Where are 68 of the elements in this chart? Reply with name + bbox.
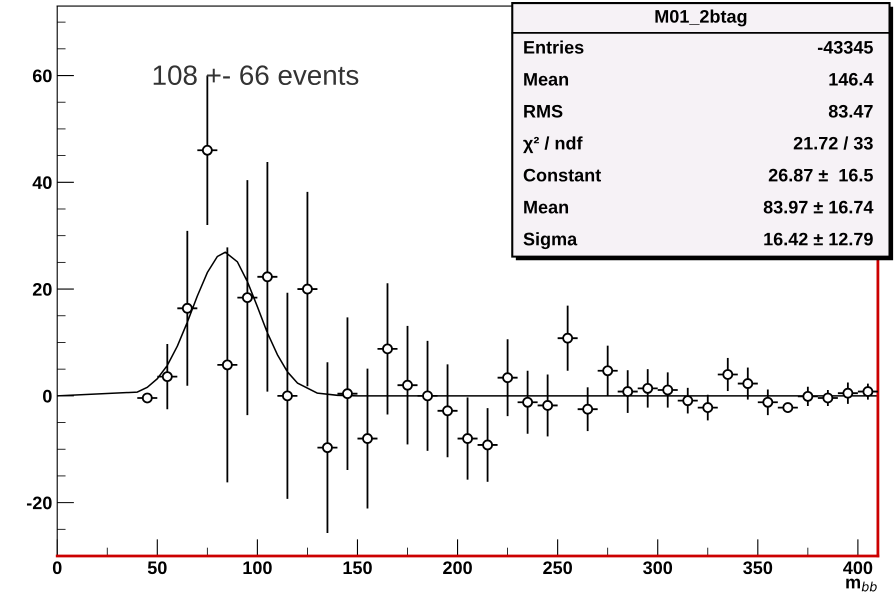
annotation: 108 +- 66 events bbox=[154, 65, 358, 86]
y-tick-label: 40 bbox=[32, 176, 52, 190]
annotation: Constant bbox=[524, 168, 602, 182]
point bbox=[762, 396, 774, 408]
point bbox=[342, 388, 353, 400]
annotation: -43345 bbox=[818, 40, 873, 54]
annotation: Entries bbox=[524, 40, 584, 54]
point bbox=[842, 388, 854, 399]
point bbox=[782, 402, 794, 413]
x-tick-label: 250 bbox=[543, 561, 572, 574]
point bbox=[422, 390, 433, 402]
x-tick-label: 100 bbox=[243, 561, 272, 574]
point bbox=[442, 405, 453, 416]
point bbox=[242, 292, 253, 304]
point bbox=[682, 395, 694, 406]
annotation: χ² / ndf bbox=[523, 136, 583, 154]
point bbox=[222, 359, 233, 370]
point bbox=[862, 386, 874, 397]
x-tick-label: 0 bbox=[52, 561, 62, 574]
point bbox=[322, 442, 333, 454]
point bbox=[742, 378, 754, 389]
annotation: 83.97 ± 16.74 bbox=[764, 200, 874, 214]
y-tick-label: -20 bbox=[26, 496, 52, 510]
point bbox=[722, 369, 734, 380]
point bbox=[262, 271, 273, 282]
annotation: RMS bbox=[524, 104, 562, 118]
annotation: 146.4 bbox=[829, 72, 874, 86]
point bbox=[802, 390, 814, 402]
point bbox=[662, 384, 674, 396]
y-tick-label: 60 bbox=[32, 69, 52, 82]
point bbox=[382, 343, 393, 354]
annotation: 83.47 bbox=[828, 104, 873, 118]
x-tick-label: 50 bbox=[148, 561, 167, 574]
point bbox=[562, 332, 574, 344]
annotation: Mean bbox=[524, 73, 568, 86]
point bbox=[582, 404, 594, 415]
point bbox=[502, 372, 513, 384]
point bbox=[162, 371, 173, 382]
point bbox=[622, 386, 634, 397]
point bbox=[522, 396, 534, 408]
point bbox=[602, 365, 614, 376]
annotation: 21.72 / 33 bbox=[794, 136, 873, 150]
point bbox=[482, 440, 493, 450]
x-tick-label: 200 bbox=[443, 561, 472, 574]
point bbox=[402, 380, 413, 391]
annotation: 16.42 ± 12.79 bbox=[764, 232, 873, 246]
x-tick-label: 300 bbox=[643, 561, 672, 574]
point bbox=[182, 302, 193, 314]
y-tick-label: 0 bbox=[43, 390, 52, 403]
y-tick-label: 20 bbox=[32, 283, 52, 296]
point bbox=[822, 392, 834, 404]
point bbox=[702, 402, 714, 413]
point bbox=[542, 400, 554, 411]
point bbox=[142, 392, 153, 404]
point bbox=[362, 433, 373, 444]
x-tick-label: 150 bbox=[344, 561, 372, 574]
chart-title: M01_2btag bbox=[655, 10, 746, 26]
point bbox=[202, 144, 213, 156]
point bbox=[462, 433, 473, 444]
point bbox=[642, 382, 654, 394]
annotation: Sigma bbox=[524, 232, 578, 250]
x-axis-title: m$_{bb}$ bbox=[846, 578, 877, 592]
annotation: 26.87 ± 16.5 bbox=[768, 168, 873, 182]
annotation: Mean bbox=[524, 200, 568, 214]
x-tick-label: 350 bbox=[743, 561, 772, 574]
point bbox=[302, 284, 313, 294]
x-tick-label: 400 bbox=[843, 561, 872, 574]
point bbox=[282, 390, 293, 402]
